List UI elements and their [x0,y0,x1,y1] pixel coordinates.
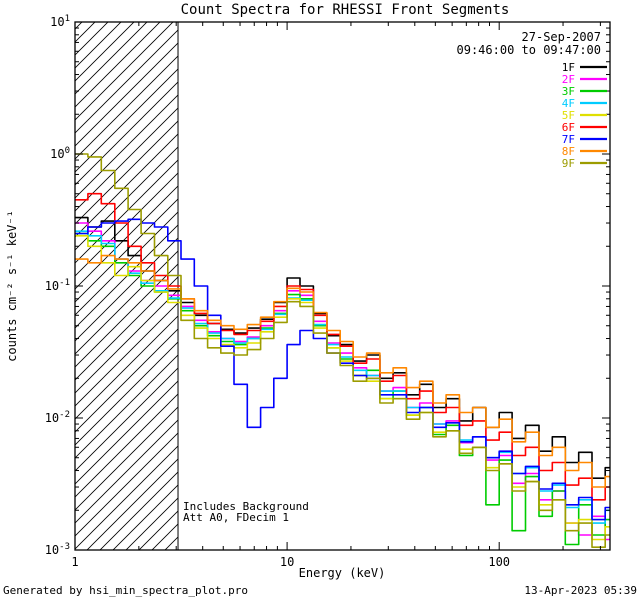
series-9F [75,153,610,548]
y-tick-label: 10-3 [45,542,70,557]
legend-label-6F: 6F [562,121,575,134]
legend-label-1F: 1F [562,61,575,74]
footer-generated-by: Generated by hsi_min_spectra_plot.pro [3,584,248,597]
y-axis-title: counts cm⁻² s⁻¹ keV⁻¹ [5,210,19,362]
y-tick-label: 101 [50,14,70,29]
series-8F [75,254,610,488]
annotation-attenuator-state: Att A0, FDecim 1 [183,511,289,524]
y-tick-label: 10-2 [45,410,70,425]
legend-label-4F: 4F [562,97,575,110]
x-tick-label: 10 [280,555,294,569]
x-tick-label: 100 [488,555,510,569]
x-tick-label: 1 [71,555,78,569]
obs-time-range: 09:46:00 to 09:47:00 [457,43,602,57]
obs-date: 27-Sep-2007 [522,30,601,44]
legend-label-8F: 8F [562,145,575,158]
legend-label-5F: 5F [562,109,575,122]
y-tick-label: 10-1 [45,278,70,293]
footer-datetime: 13-Apr-2023 05:39 [524,584,637,597]
legend-label-2F: 2F [562,73,575,86]
chart-title: Count Spectra for RHESSI Front Segments [181,2,510,18]
spectra-series [75,153,610,548]
legend-label-7F: 7F [562,133,575,146]
legend-label-9F: 9F [562,157,575,170]
axes: 1 10 100 101 100 10-1 10-2 10-3 [45,14,611,569]
x-axis-title: Energy (keV) [299,566,386,580]
legend-label-3F: 3F [562,85,575,98]
y-tick-label: 100 [50,146,70,161]
annotation-includes-background: Includes Background [183,500,309,513]
